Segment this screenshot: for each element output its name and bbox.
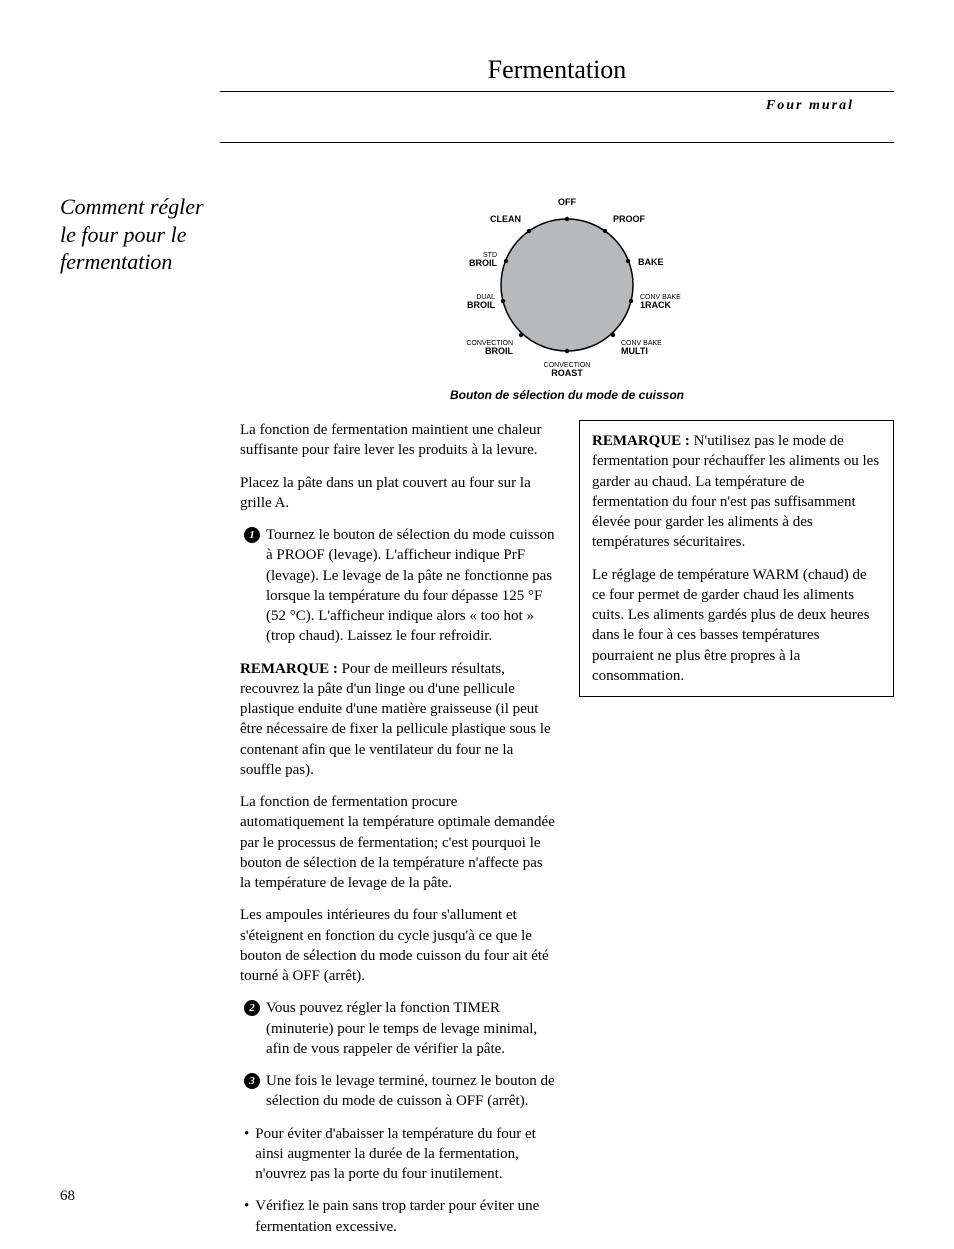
note-paragraph: Le réglage de température WARM (chaud) d… xyxy=(592,565,881,687)
note-text: N'utilisez pas le mode de fermentation p… xyxy=(592,433,879,550)
remarque-paragraph: REMARQUE : Pour de meilleurs résultats, … xyxy=(240,659,555,781)
paragraph: Placez la pâte dans un plat couvert au f… xyxy=(240,473,555,514)
page-title: Fermentation xyxy=(220,55,894,85)
bullet-text: Vérifiez le pain sans trop tarder pour é… xyxy=(255,1196,555,1237)
svg-text:BROIL: BROIL xyxy=(485,346,514,356)
step-text: Vous pouvez régler la fonction TIMER (mi… xyxy=(266,998,555,1059)
body-columns: La fonction de fermentation maintient un… xyxy=(240,420,894,1249)
svg-text:OFF: OFF xyxy=(558,197,576,207)
note-paragraph: REMARQUE : N'utilisez pas le mode de fer… xyxy=(592,431,881,553)
remarque-label: REMARQUE : xyxy=(240,661,338,677)
svg-text:CLEAN: CLEAN xyxy=(490,214,521,224)
svg-text:BROIL: BROIL xyxy=(467,300,496,310)
svg-text:1RACK: 1RACK xyxy=(640,300,672,310)
section-heading: Comment régler le four pour le fermentat… xyxy=(60,193,220,276)
note-box: REMARQUE : N'utilisez pas le mode de fer… xyxy=(579,420,894,697)
step-marker-icon: 3 xyxy=(244,1073,260,1089)
body-col-left: La fonction de fermentation maintient un… xyxy=(240,420,555,1249)
paragraph: La fonction de fermentation maintient un… xyxy=(240,420,555,461)
dial-figure: OFF CLEAN PROOF STD BROIL BAKE DUAL BROI… xyxy=(240,179,894,402)
right-column: OFF CLEAN PROOF STD BROIL BAKE DUAL BROI… xyxy=(240,173,894,1249)
step-marker-icon: 2 xyxy=(244,1000,260,1016)
bullet-item: Vérifiez le pain sans trop tarder pour é… xyxy=(240,1196,555,1237)
svg-text:BROIL: BROIL xyxy=(469,258,498,268)
svg-text:ROAST: ROAST xyxy=(551,368,583,378)
mode-selector-dial-icon: OFF CLEAN PROOF STD BROIL BAKE DUAL BROI… xyxy=(427,179,707,379)
step-text: Tournez le bouton de sélection du mode c… xyxy=(266,525,555,647)
body-col-right: REMARQUE : N'utilisez pas le mode de fer… xyxy=(579,420,894,1249)
paragraph: La fonction de fermentation procure auto… xyxy=(240,792,555,893)
divider xyxy=(220,142,894,143)
dial-caption: Bouton de sélection du mode de cuisson xyxy=(240,388,894,402)
step-marker-icon: 1 xyxy=(244,527,260,543)
left-column: Comment régler le four pour le fermentat… xyxy=(60,173,220,1249)
remarque-label: REMARQUE : xyxy=(592,433,690,449)
bullet-text: Pour éviter d'abaisser la température du… xyxy=(255,1124,555,1185)
svg-text:BAKE: BAKE xyxy=(638,257,664,267)
content: Comment régler le four pour le fermentat… xyxy=(60,173,894,1249)
svg-text:MULTI: MULTI xyxy=(621,346,648,356)
svg-text:PROOF: PROOF xyxy=(613,214,646,224)
step-2: 2 Vous pouvez régler la fonction TIMER (… xyxy=(240,998,555,1059)
page-number: 68 xyxy=(60,1188,75,1205)
step-3: 3 Une fois le levage terminé, tournez le… xyxy=(240,1071,555,1112)
header: Fermentation Four mural xyxy=(220,55,894,143)
paragraph: Les ampoules intérieures du four s'allum… xyxy=(240,905,555,986)
page-subtitle: Four mural xyxy=(220,91,894,114)
remarque-text: Pour de meilleurs résultats, recouvrez l… xyxy=(240,661,551,778)
step-1: 1 Tournez le bouton de sélection du mode… xyxy=(240,525,555,647)
bullet-item: Pour éviter d'abaisser la température du… xyxy=(240,1124,555,1185)
step-text: Une fois le levage terminé, tournez le b… xyxy=(266,1071,555,1112)
